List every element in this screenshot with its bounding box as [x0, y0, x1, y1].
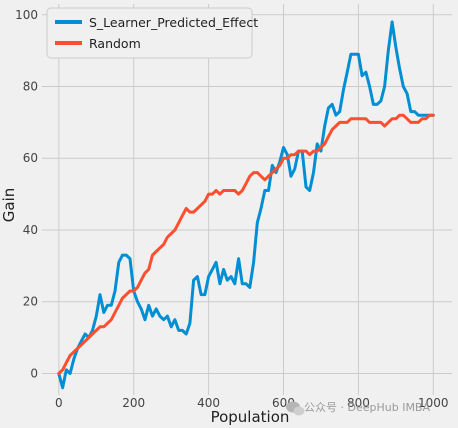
series-line-s-learner — [57, 20, 435, 390]
y-axis-label: Gain — [0, 188, 18, 223]
series-group — [57, 20, 435, 390]
y-tick-label: 40 — [23, 223, 38, 237]
series-line-random — [57, 113, 435, 375]
x-tick-label: 800 — [347, 396, 370, 410]
legend: S_Learner_Predicted_Effect Random — [46, 7, 258, 59]
y-tick-label: 0 — [30, 366, 38, 380]
watermark: 公众号 · DeepHub IMBA — [286, 401, 430, 416]
x-axis-label: Population — [211, 408, 290, 426]
x-tick-label: 1000 — [418, 396, 449, 410]
y-tick-label: 20 — [23, 295, 38, 309]
legend-box — [46, 7, 253, 59]
legend-label-s-learner: S_Learner_Predicted_Effect — [89, 15, 258, 30]
x-tick-label: 0 — [55, 396, 63, 410]
y-tick-label: 100 — [15, 8, 38, 22]
x-tick-label: 200 — [122, 396, 145, 410]
y-tick-label: 80 — [23, 80, 38, 94]
x-tick-label: 400 — [197, 396, 220, 410]
watermark-text: 公众号 · DeepHub IMBA — [304, 401, 430, 414]
legend-label-random: Random — [89, 36, 141, 51]
y-tick-label: 60 — [23, 151, 38, 165]
wechat-icon — [286, 401, 305, 416]
